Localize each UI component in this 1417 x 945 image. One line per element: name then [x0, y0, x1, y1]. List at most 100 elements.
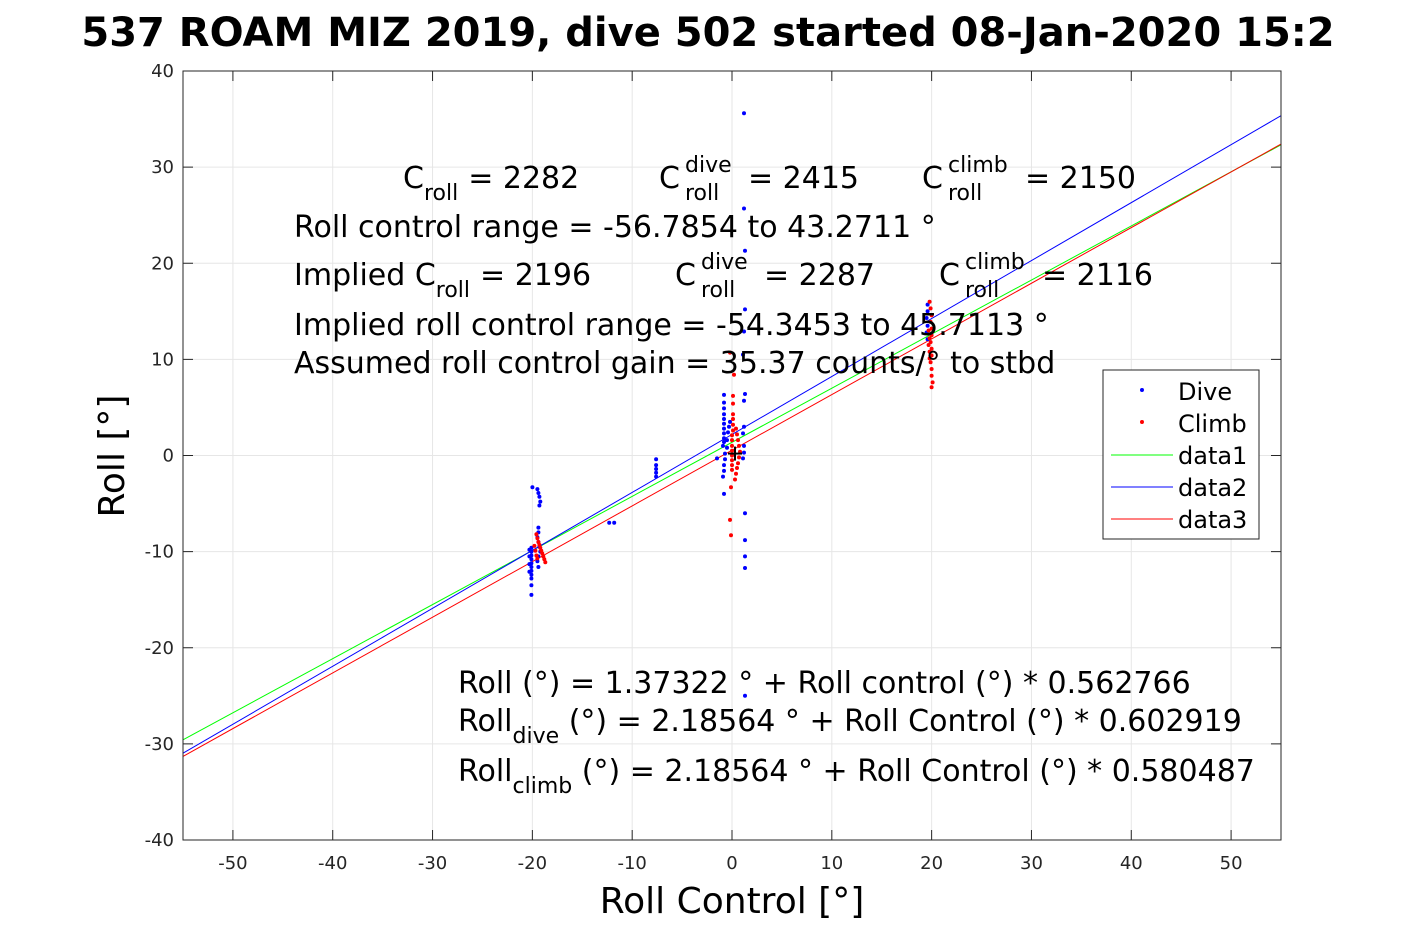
- point-dive: [536, 491, 541, 495]
- x-tick-label: -20: [518, 853, 547, 874]
- point-dive: [722, 417, 726, 421]
- y-tick-label: -30: [145, 734, 174, 755]
- point-climb: [928, 306, 933, 311]
- x-tick-label: -30: [418, 853, 447, 874]
- point-dive: [722, 463, 726, 468]
- c-roll-base: C: [403, 161, 424, 196]
- x-tick: -20: [518, 71, 547, 874]
- point-climb: [927, 356, 932, 361]
- legend-marker-climb: [1140, 420, 1144, 424]
- y-tick-label: -10: [145, 542, 174, 563]
- point-dive: [743, 538, 747, 543]
- y-tick-label: -40: [145, 830, 174, 851]
- point-climb: [734, 426, 738, 431]
- y-tick: -10: [145, 542, 1281, 563]
- legend-item-data3: data3: [1111, 506, 1247, 534]
- point-climb: [735, 466, 739, 470]
- x-tick-label: -40: [318, 853, 347, 874]
- x-tick-label: 10: [820, 853, 843, 874]
- x-tick: -30: [418, 71, 447, 874]
- legend-label-dive: Dive: [1178, 378, 1232, 406]
- point-climb: [728, 350, 732, 355]
- x-tick-label: 50: [1220, 853, 1243, 874]
- annotation-fit-climb: Rollclimb (°) = 2.18564 ° + Roll Control…: [458, 754, 1255, 799]
- annotation-c-roll: Croll = 2282: [403, 161, 579, 206]
- c-roll-dive-value: = 2415: [748, 161, 859, 196]
- fit-dive-base: Roll: [458, 704, 513, 739]
- point-dive: [743, 566, 747, 570]
- point-dive: [741, 352, 745, 357]
- legend-item-dive: Dive: [1140, 378, 1232, 406]
- svg-text:Croll= 2282: Croll = 2282: [403, 161, 579, 206]
- fit-climb-rest: (°) = 2.18564 ° + Roll Control (°) * 0.5…: [572, 754, 1255, 789]
- point-climb: [730, 433, 734, 438]
- implied-c-roll-base: Implied C: [294, 258, 436, 293]
- legend-label-climb: Climb: [1178, 410, 1247, 438]
- legend-item-data1: data1: [1111, 442, 1247, 470]
- point-dive: [743, 248, 747, 253]
- point-climb: [927, 349, 932, 354]
- point-climb: [729, 533, 733, 538]
- series-line-data1: [182, 144, 1282, 741]
- point-dive: [925, 323, 930, 328]
- point-dive: [535, 487, 540, 492]
- point-climb: [735, 432, 739, 437]
- y-tick-label: 20: [151, 253, 174, 274]
- point-dive: [654, 457, 659, 462]
- x-tick-label: 0: [726, 853, 737, 874]
- implied-c-roll-climb-value: = 2116: [1042, 258, 1153, 293]
- point-dive: [743, 511, 747, 516]
- y-tick: -30: [145, 734, 1281, 755]
- annotation-implied-range: Implied roll control range = -54.3453 to…: [294, 308, 1049, 343]
- point-climb: [535, 536, 540, 541]
- point-climb: [929, 385, 934, 390]
- point-dive: [722, 440, 726, 444]
- point-climb: [535, 556, 540, 561]
- point-dive: [742, 398, 746, 403]
- point-dive: [722, 406, 726, 411]
- point-dive: [722, 468, 726, 473]
- point-dive: [537, 503, 542, 508]
- legend-marker-dive: [1140, 388, 1144, 392]
- point-climb: [929, 353, 934, 358]
- y-tick: -20: [145, 638, 1281, 659]
- point-dive: [722, 436, 726, 441]
- point-dive: [722, 400, 726, 405]
- point-dive: [654, 470, 659, 475]
- point-climb: [730, 458, 734, 463]
- point-dive: [726, 430, 730, 435]
- point-climb: [731, 422, 735, 427]
- x-tick: -10: [617, 71, 647, 874]
- y-axis: -40 -30 -20 -10 0 10 20 30 40: [145, 61, 1281, 851]
- point-climb: [730, 467, 734, 472]
- point-climb: [543, 560, 548, 565]
- point-dive: [529, 583, 534, 588]
- point-dive: [742, 450, 746, 455]
- x-tick: 20: [920, 71, 943, 874]
- point-dive: [723, 457, 727, 462]
- point-dive: [742, 206, 746, 211]
- point-dive: [722, 491, 726, 496]
- fit-climb-sub: climb: [513, 774, 573, 799]
- annotation-range: Roll control range = -56.7854 to 43.2711…: [294, 210, 936, 245]
- point-dive: [607, 520, 612, 525]
- point-climb: [731, 393, 735, 398]
- point-climb: [532, 543, 537, 548]
- implied-c-roll-climb-sub: roll: [965, 278, 999, 303]
- y-tick-label: 0: [163, 446, 174, 467]
- point-dive: [529, 557, 534, 562]
- x-axis: -50 -40 -30 -20 -10 0 10 20 30 40 50: [218, 71, 1243, 874]
- point-climb: [731, 428, 735, 433]
- implied-c-roll-dive-sup: dive: [701, 250, 748, 275]
- legend-item-data2: data2: [1111, 474, 1247, 502]
- y-axis-label: Roll [°]: [92, 395, 133, 518]
- point-dive: [654, 474, 659, 479]
- point-climb: [733, 477, 737, 482]
- legend-label-data2: data2: [1178, 474, 1247, 502]
- point-dive: [742, 111, 746, 116]
- point-climb: [534, 532, 539, 537]
- x-tick: 30: [1020, 71, 1043, 874]
- point-climb: [927, 299, 932, 304]
- point-dive: [529, 565, 534, 569]
- fit-dive-rest: (°) = 2.18564 ° + Roll Control (°) * 0.6…: [559, 704, 1242, 739]
